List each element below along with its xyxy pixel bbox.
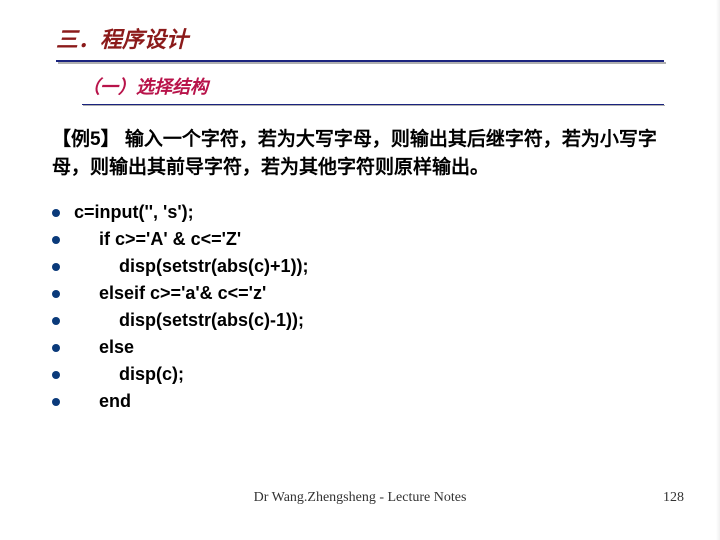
title-underline xyxy=(56,60,664,63)
code-text: elseif c>='a'& c<='z' xyxy=(74,280,266,307)
bullet-icon xyxy=(52,263,60,271)
code-line: if c>='A' & c<='Z' xyxy=(52,226,720,253)
right-shadow xyxy=(716,0,720,540)
footer-note: Dr Wang.Zhengsheng - Lecture Notes xyxy=(0,490,720,506)
code-line: else xyxy=(52,334,720,361)
subtitle: （一）选择结构 xyxy=(0,73,720,99)
subtitle-underline xyxy=(82,104,664,106)
code-line: disp(setstr(abs(c)-1)); xyxy=(52,307,720,334)
example-text: 输入一个字符，若为大写字母，则输出其后继字符，若为小写字母，则输出其前导字符，若… xyxy=(52,129,657,178)
bullet-icon xyxy=(52,398,60,406)
slide: 三．程序设计 （一）选择结构 【例5】 输入一个字符，若为大写字母，则输出其后继… xyxy=(0,0,720,540)
code-text: c=input('', 's'); xyxy=(74,199,194,226)
example-label: 【例5】 xyxy=(52,129,120,150)
bullet-icon xyxy=(52,290,60,298)
bullet-icon xyxy=(52,317,60,325)
code-block: c=input('', 's'); if c>='A' & c<='Z' dis… xyxy=(0,181,720,415)
main-title: 三．程序设计 xyxy=(56,22,720,54)
code-line: c=input('', 's'); xyxy=(52,199,720,226)
title-section: 三．程序设计 xyxy=(0,22,720,54)
code-text: else xyxy=(74,334,134,361)
code-text: disp(c); xyxy=(74,361,184,388)
code-text: disp(setstr(abs(c)-1)); xyxy=(74,307,304,334)
code-line: end xyxy=(52,388,720,415)
bullet-icon xyxy=(52,371,60,379)
code-line: elseif c>='a'& c<='z' xyxy=(52,280,720,307)
bullet-icon xyxy=(52,344,60,352)
code-text: disp(setstr(abs(c)+1)); xyxy=(74,253,309,280)
bullet-icon xyxy=(52,209,60,217)
code-text: if c>='A' & c<='Z' xyxy=(74,226,241,253)
code-line: disp(setstr(abs(c)+1)); xyxy=(52,253,720,280)
bullet-icon xyxy=(52,236,60,244)
example-block: 【例5】 输入一个字符，若为大写字母，则输出其后继字符，若为小写字母，则输出其前… xyxy=(0,106,720,181)
code-line: disp(c); xyxy=(52,361,720,388)
page-number: 128 xyxy=(663,490,684,506)
code-text: end xyxy=(74,388,131,415)
